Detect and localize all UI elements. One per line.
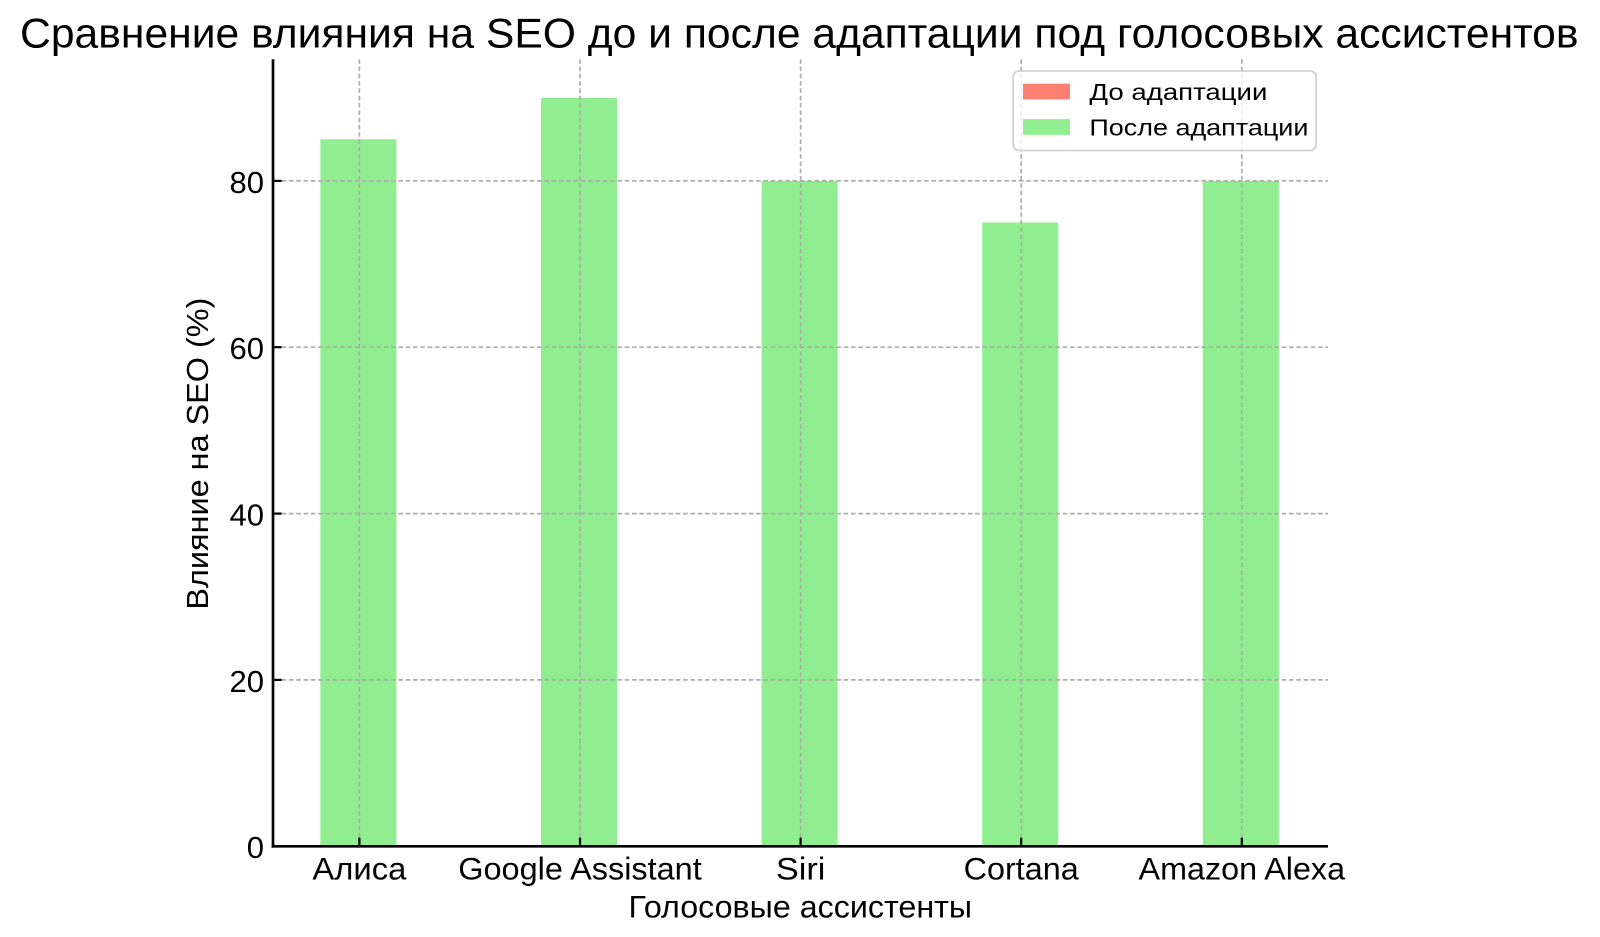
svg-text:80: 80 [230,165,264,200]
svg-text:Сравнение влияния на SEO до и: Сравнение влияния на SEO до и после адап… [20,9,1579,56]
svg-text:Google Assistant: Google Assistant [458,850,702,886]
svg-text:0: 0 [247,830,264,865]
svg-text:Голосовые ассистенты: Голосовые ассистенты [629,888,973,924]
svg-text:20: 20 [230,664,264,699]
svg-text:Алиса: Алиса [312,850,406,886]
svg-text:Amazon Alexa: Amazon Alexa [1139,850,1346,886]
svg-text:40: 40 [230,498,264,533]
svg-text:Siri: Siri [776,850,826,886]
svg-text:До адаптации: До адаптации [1089,79,1267,105]
svg-text:Влияние на SEO (%): Влияние на SEO (%) [180,298,215,610]
svg-text:60: 60 [230,331,264,366]
svg-text:Cortana: Cortana [964,850,1079,886]
svg-text:После адаптации: После адаптации [1089,114,1308,140]
